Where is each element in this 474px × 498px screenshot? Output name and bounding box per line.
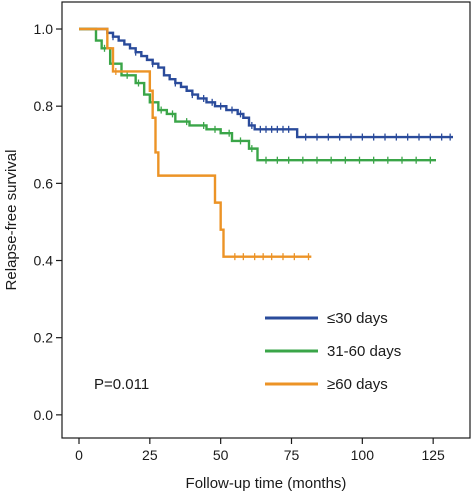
series-group [79, 27, 453, 141]
y-tick-label: 0.2 [34, 330, 54, 346]
x-tick-label: 0 [75, 447, 83, 463]
y-axis: 0.0 0.2 0.4 0.6 0.8 1.0 [34, 21, 62, 423]
x-tick-label: 125 [421, 447, 445, 463]
x-tick-label: 100 [351, 447, 375, 463]
series-layer [79, 27, 453, 261]
legend-label: ≤30 days [327, 310, 388, 327]
series-group [79, 27, 312, 261]
x-tick-label: 25 [142, 447, 158, 463]
survival-curve [79, 27, 436, 162]
y-tick-label: 1.0 [34, 21, 54, 37]
legend: ≤30 days 31-60 days ≥60 days [265, 310, 401, 393]
y-tick-label: 0.6 [34, 175, 54, 191]
survival-curve [79, 27, 453, 139]
survival-curve [79, 27, 312, 258]
p-value-annotation: P=0.011 [94, 376, 149, 393]
plot-frame [61, 1, 471, 439]
series-group [79, 27, 436, 164]
x-axis-label: Follow-up time (months) [186, 475, 347, 492]
y-tick-label: 0.8 [34, 98, 54, 114]
y-axis-label: Relapse-free survival [3, 150, 20, 291]
x-axis: 0 25 50 75 100 125 [75, 438, 445, 463]
x-tick-label: 75 [284, 447, 300, 463]
legend-label: ≥60 days [327, 376, 388, 393]
legend-label: 31-60 days [327, 343, 401, 360]
y-tick-label: 0.4 [34, 253, 54, 269]
y-tick-label: 0.0 [34, 407, 54, 423]
x-tick-label: 50 [213, 447, 229, 463]
